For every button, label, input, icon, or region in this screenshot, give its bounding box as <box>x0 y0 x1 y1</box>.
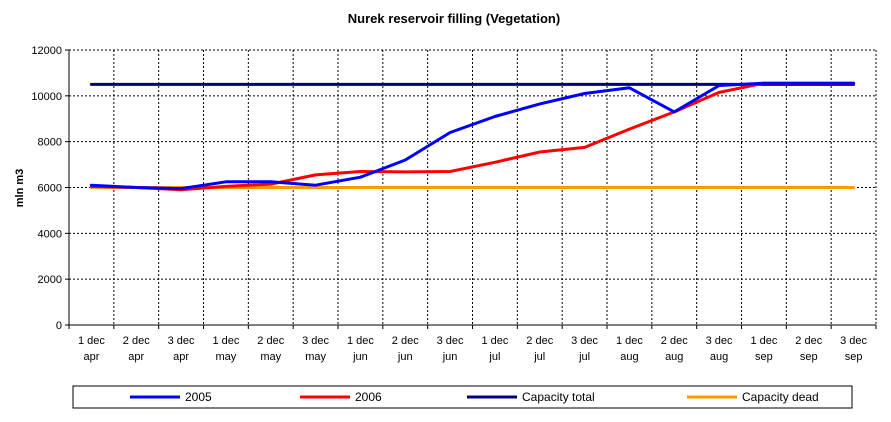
x-tick-label-bottom: may <box>260 351 281 363</box>
x-tick-label-top: 1 dec <box>616 335 643 347</box>
y-tick-label: 8000 <box>38 137 62 149</box>
legend-label-capacity-dead: Capacity dead <box>742 390 819 404</box>
x-tick-label-top: 1 dec <box>212 335 239 347</box>
x-tick-label-top: 1 dec <box>481 335 508 347</box>
legend-label-2006: 2006 <box>355 390 382 404</box>
x-tick-label-bottom: sep <box>755 351 773 363</box>
y-tick-label: 0 <box>56 320 62 332</box>
x-tick-label-top: 1 dec <box>750 335 777 347</box>
chart-title: Nurek reservoir filling (Vegetation) <box>348 11 560 26</box>
x-tick-label-top: 3 dec <box>302 335 329 347</box>
x-tick-label-top: 3 dec <box>706 335 733 347</box>
x-tick-label-top: 3 dec <box>168 335 195 347</box>
x-tick-label-top: 2 dec <box>661 335 688 347</box>
x-tick-label-bottom: may <box>216 351 237 363</box>
series-line-2005 <box>89 81 856 191</box>
y-tick-label: 10000 <box>31 91 62 103</box>
x-tick-label-top: 1 dec <box>347 335 374 347</box>
x-tick-label-bottom: jul <box>533 351 545 363</box>
plot-area: 0 2000 4000 6000 8000 10000 12000 1 dec apr 2 dec… <box>31 45 877 363</box>
legend: 2005 2006 Capacity total Capacity dead <box>72 385 853 409</box>
x-tick-label-bottom: aug <box>620 351 638 363</box>
series-line-2006 <box>89 81 856 192</box>
x-tick-label-bottom: aug <box>710 351 728 363</box>
legend-label-capacity-total: Capacity total <box>522 390 595 404</box>
y-tick-label: 12000 <box>31 45 62 57</box>
x-tick-label-bottom: apr <box>83 351 99 363</box>
y-tick-label: 2000 <box>38 274 62 286</box>
x-tick-label-bottom: jul <box>578 351 590 363</box>
x-tick-label-bottom: jul <box>488 351 500 363</box>
legend-box <box>72 385 853 409</box>
x-tick-label-bottom: jun <box>352 351 368 363</box>
x-tick-label-top: 2 dec <box>257 335 284 347</box>
x-tick-label-top: 2 dec <box>123 335 150 347</box>
x-tick-label-bottom: apr <box>173 351 189 363</box>
y-axis-label: mln m3 <box>14 169 26 208</box>
x-tick-label-top: 1 dec <box>78 335 105 347</box>
x-tick-label-bottom: may <box>305 351 326 363</box>
x-tick-label-bottom: apr <box>128 351 144 363</box>
y-tick-label: 6000 <box>38 183 62 195</box>
x-tick-label-top: 3 dec <box>571 335 598 347</box>
x-tick-label-bottom: sep <box>845 351 863 363</box>
x-tick-label-bottom: sep <box>800 351 818 363</box>
legend-label-2005: 2005 <box>185 390 212 404</box>
x-tick-label-bottom: jun <box>397 351 413 363</box>
y-tick-label: 4000 <box>38 228 62 240</box>
x-tick-label-top: 2 dec <box>526 335 553 347</box>
x-tick-label-bottom: jun <box>442 351 458 363</box>
x-tick-label-top: 3 dec <box>840 335 867 347</box>
x-tick-label-bottom: aug <box>665 351 683 363</box>
x-tick-label-top: 2 dec <box>392 335 419 347</box>
x-tick-label-top: 3 dec <box>437 335 464 347</box>
x-tick-label-top: 2 dec <box>795 335 822 347</box>
